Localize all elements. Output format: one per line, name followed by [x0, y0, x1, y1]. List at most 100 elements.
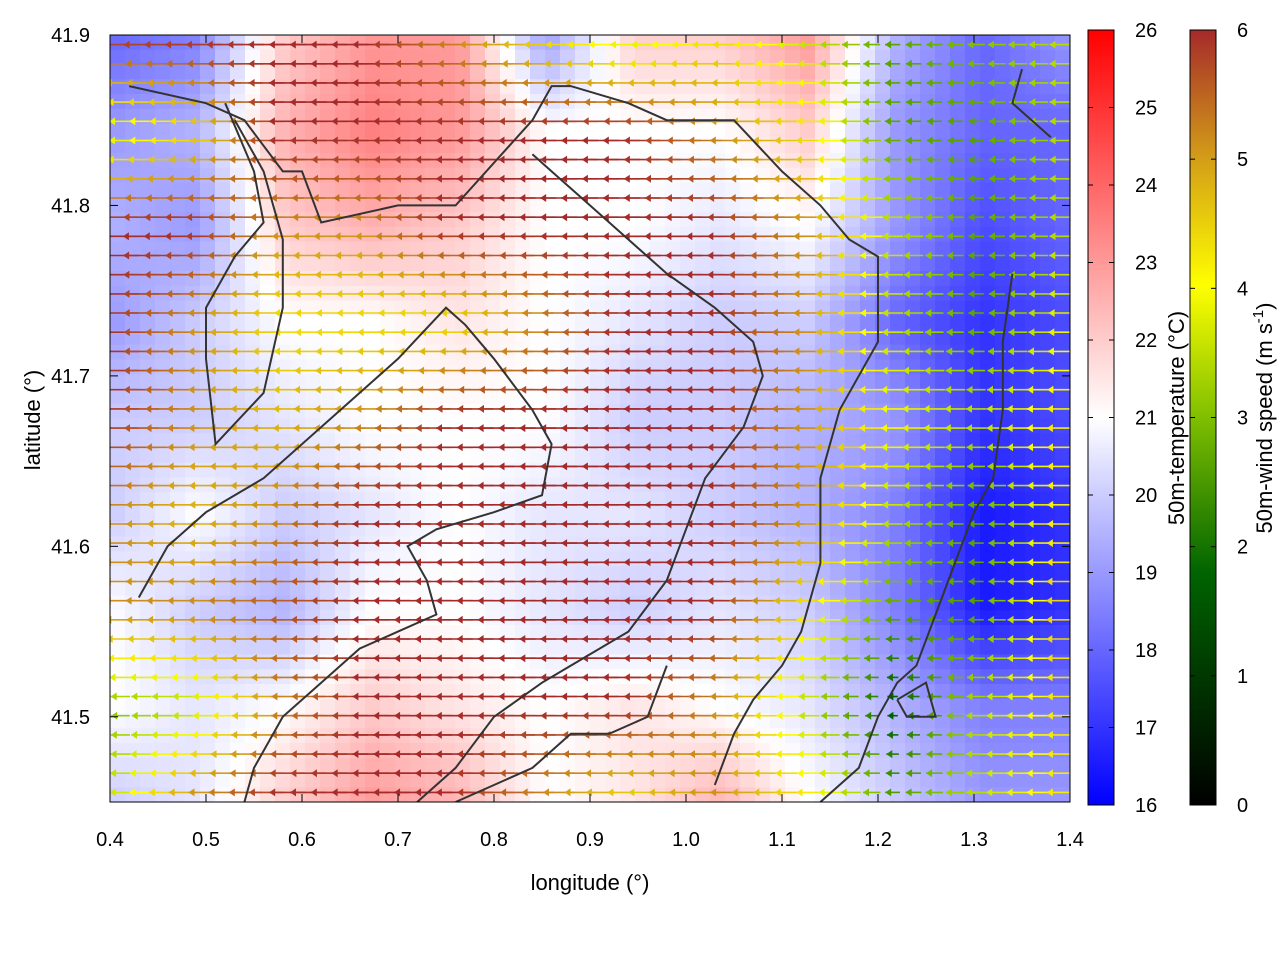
heat-cell: [695, 330, 711, 346]
heat-cell: [260, 300, 276, 316]
heat-cell: [800, 403, 816, 420]
heat-cell: [245, 389, 261, 405]
heat-cell: [890, 536, 906, 552]
heat-cell: [395, 256, 411, 272]
heat-cell: [1055, 123, 1070, 139]
heat-cell: [740, 566, 756, 582]
heat-cell: [395, 123, 411, 139]
heat-cell: [980, 344, 996, 361]
heat-cell: [545, 300, 561, 316]
heat-cell: [875, 595, 891, 611]
heat-cell: [635, 256, 651, 272]
heat-cell: [305, 35, 321, 51]
heat-cell: [1055, 433, 1070, 449]
heat-cell: [560, 315, 576, 331]
heat-cell: [110, 492, 126, 508]
heat-cell: [140, 507, 156, 523]
wind-arrow: [837, 289, 864, 298]
heat-cell: [245, 64, 261, 80]
wind-arrow: [882, 289, 903, 298]
heat-cell: [710, 241, 726, 257]
wind-arrow: [945, 385, 966, 394]
heat-cell: [365, 226, 381, 243]
heat-cell: [665, 212, 681, 228]
wind-arrow: [1009, 155, 1027, 164]
heat-cell: [875, 757, 891, 774]
heat-cell: [110, 639, 126, 656]
heat-cell: [215, 521, 231, 538]
heat-cell: [695, 212, 711, 228]
heat-cell: [260, 536, 276, 552]
heat-cell: [995, 79, 1011, 95]
heat-cell: [545, 330, 561, 346]
heat-cell: [605, 197, 621, 213]
heat-cell: [710, 507, 726, 523]
heat-cell: [380, 389, 396, 405]
heat-cell: [680, 374, 696, 390]
heat-cell: [275, 64, 291, 80]
heat-cell: [110, 772, 126, 788]
heat-cell: [950, 359, 966, 375]
heat-cell: [815, 108, 831, 125]
heat-cell: [815, 197, 831, 213]
wind-arrow: [988, 328, 1006, 337]
wind-arrow: [838, 194, 864, 202]
plot-area: 0.4 0.5 0.6 0.7 0.8 0.9 1.0 1.1 1.2 1.3 1.4 41.541…: [51, 25, 1084, 851]
heat-cell: [920, 595, 936, 611]
heat-cell: [485, 212, 501, 228]
heat-cell: [725, 123, 741, 139]
heat-cell: [995, 64, 1011, 80]
heat-cell: [905, 403, 921, 420]
heat-cell: [215, 433, 231, 449]
heat-cell: [980, 580, 996, 597]
heat-cell: [725, 580, 741, 597]
heat-cell: [290, 123, 306, 139]
wind-arrow: [1049, 251, 1070, 260]
heat-cell: [365, 389, 381, 405]
heat-cell: [590, 743, 606, 759]
heat-cell: [545, 713, 561, 729]
heat-cell: [515, 197, 531, 213]
heat-cell: [470, 197, 486, 213]
heat-cell: [125, 315, 141, 331]
heat-cell: [350, 507, 366, 523]
heat-cell: [920, 241, 936, 257]
heat-cell: [1010, 787, 1026, 802]
heat-cell: [815, 448, 831, 464]
heat-cell: [425, 418, 441, 434]
heat-cell: [935, 197, 951, 213]
heat-cell: [995, 757, 1011, 774]
heat-cell: [995, 197, 1011, 213]
heat-cell: [185, 182, 201, 198]
heat-cell: [995, 35, 1011, 51]
heat-cell: [380, 654, 396, 670]
heat-cell: [245, 344, 261, 361]
heat-cell: [560, 35, 576, 51]
wind-arrow: [947, 194, 964, 202]
heat-cell: [455, 566, 471, 582]
heat-cell: [125, 197, 141, 213]
heat-cell: [755, 462, 771, 479]
heat-cell: [305, 654, 321, 670]
heat-cell: [635, 182, 651, 198]
heat-cell: [890, 492, 906, 508]
heat-cell: [155, 433, 171, 449]
heat-cell: [380, 625, 396, 641]
heat-cell: [710, 639, 726, 656]
heat-cell: [170, 639, 186, 656]
heat-cell: [125, 167, 141, 184]
heat-cell: [605, 123, 621, 139]
heat-cell: [1010, 123, 1026, 139]
heat-cell: [275, 625, 291, 641]
heat-cell: [335, 713, 351, 729]
heat-cell: [275, 492, 291, 508]
heat-cell: [440, 448, 456, 464]
heat-cell: [830, 610, 846, 626]
heat-cell: [515, 521, 531, 538]
heat-cell: [215, 595, 231, 611]
heat-cell: [1040, 49, 1056, 66]
heat-cell: [575, 35, 591, 51]
heat-cell: [200, 757, 216, 774]
heat-cell: [140, 241, 156, 257]
heat-cell: [740, 123, 756, 139]
